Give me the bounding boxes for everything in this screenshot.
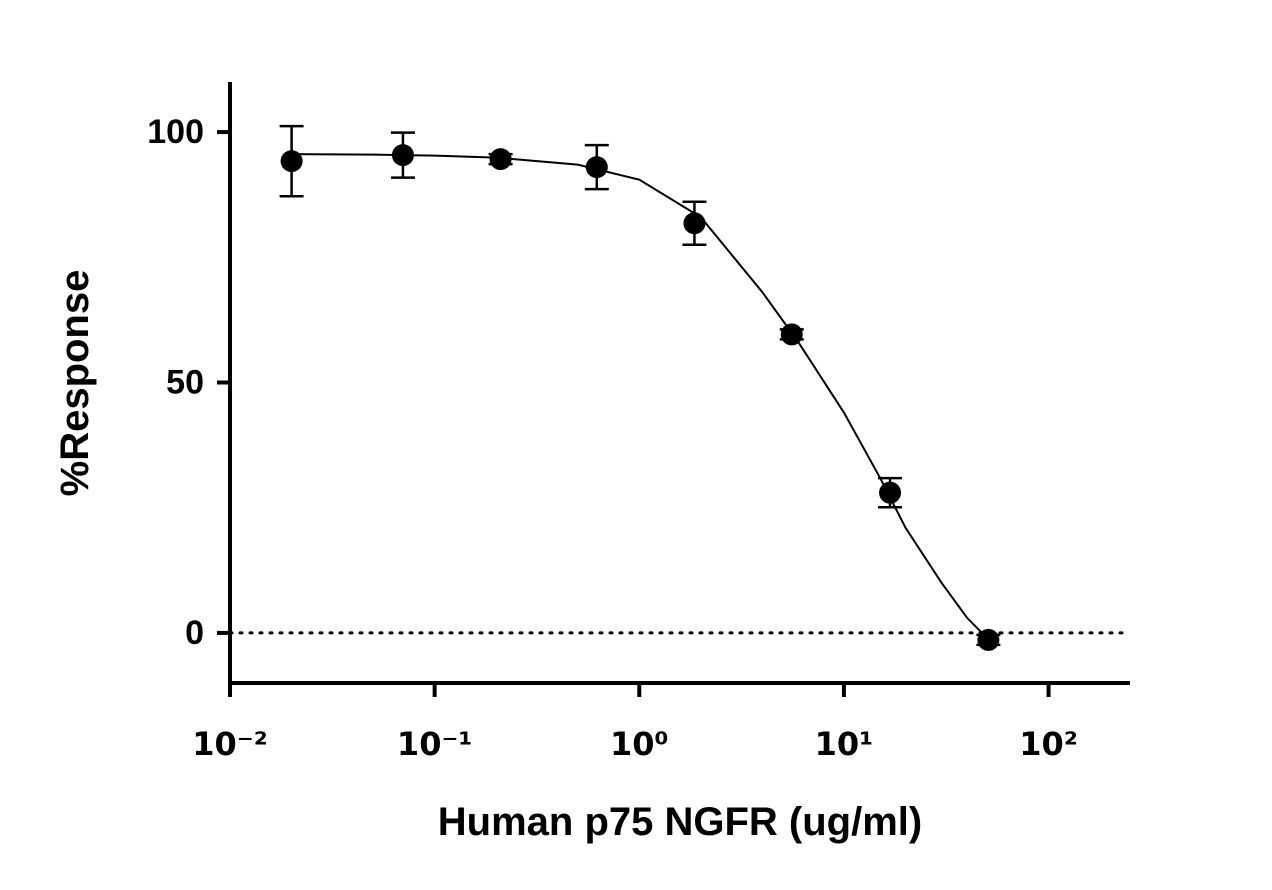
data-point bbox=[585, 156, 608, 179]
x-axis-title: Human p75 NGFR (ug/ml) bbox=[438, 800, 922, 844]
data-point bbox=[280, 150, 303, 173]
x-tick-label: 10² bbox=[1019, 725, 1078, 763]
y-tick-label: 100 bbox=[147, 113, 204, 151]
x-tick-label: 10⁰ bbox=[610, 725, 669, 763]
data-point bbox=[683, 212, 706, 235]
x-tick-label: 10⁻¹ bbox=[397, 725, 472, 763]
data-point bbox=[489, 148, 512, 171]
y-axis-title: %Response bbox=[53, 270, 97, 497]
fit-curve bbox=[291, 153, 988, 639]
y-tick-label: 50 bbox=[166, 363, 204, 401]
x-tick-label: 10⁻² bbox=[192, 725, 267, 763]
data-point bbox=[879, 481, 902, 504]
x-tick-label: 10¹ bbox=[815, 725, 874, 763]
y-tick-label: 0 bbox=[185, 614, 204, 652]
